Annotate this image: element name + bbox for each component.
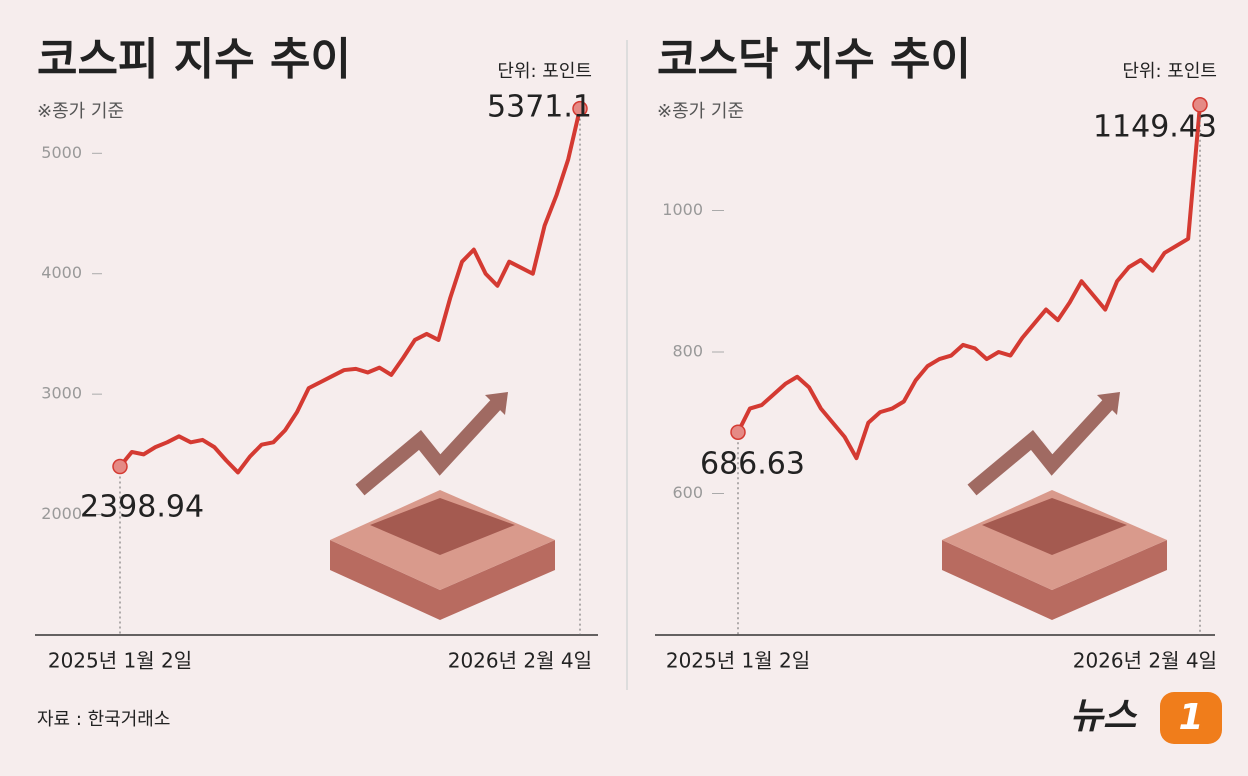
y-tick-label: 4000 — [41, 263, 82, 282]
unit-label: 단위: 포인트 — [1122, 61, 1217, 82]
decoration — [330, 392, 1167, 620]
y-tick-label: 600 — [672, 483, 703, 502]
end-point — [572, 100, 588, 117]
y-tick-label: 1000 — [662, 200, 703, 219]
unit-label: 단위: 포인트 — [497, 61, 592, 82]
end-point — [112, 458, 128, 475]
y-tick-label: 2000 — [41, 504, 82, 523]
subtitle: ※종가 기준 — [37, 101, 124, 122]
y-tick-label: 5000 — [41, 143, 82, 162]
logo-mark-bg — [1160, 692, 1222, 744]
chart-title: 코스닥 지수 추이 — [657, 34, 971, 85]
y-tick-label: 800 — [672, 342, 703, 361]
value-label: 5371.1 — [487, 90, 592, 125]
line — [736, 104, 1202, 461]
x-tick-label: 2025년 1월 2일 — [666, 649, 810, 673]
value-label: 1149.43 — [1093, 110, 1217, 145]
value-label: 2398.94 — [80, 490, 204, 525]
x-tick-label: 2026년 2월 4일 — [448, 649, 592, 673]
chart-title: 코스피 지수 추이 — [37, 34, 351, 85]
value-label: 686.63 — [700, 447, 805, 482]
logo-mark: 1 — [1178, 697, 1203, 738]
line — [118, 108, 582, 475]
source: 자료 : 한국거래소 — [37, 709, 170, 730]
x-tick-label: 2025년 1월 2일 — [48, 649, 192, 673]
y-tick-label: 3000 — [41, 384, 82, 403]
end-point — [730, 424, 746, 440]
logo: 뉴스 — [1070, 696, 1138, 737]
end-point — [1192, 97, 1208, 113]
x-tick-label: 2026년 2월 4일 — [1073, 649, 1217, 673]
subtitle: ※종가 기준 — [657, 101, 744, 122]
